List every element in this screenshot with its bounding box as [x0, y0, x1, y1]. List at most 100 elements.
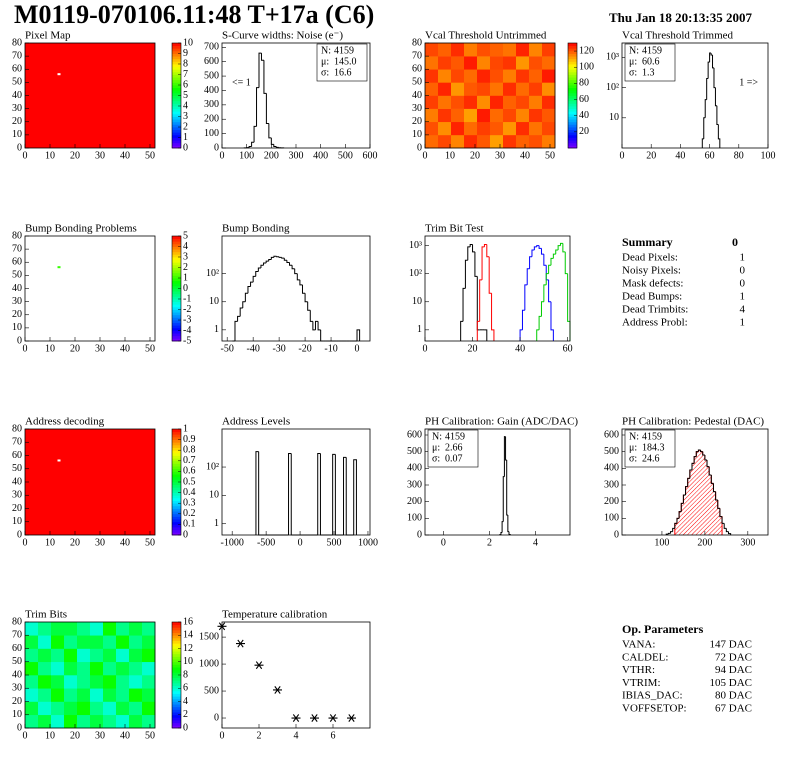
y-tick-label: 1: [214, 324, 219, 335]
hist-bin: [332, 453, 336, 535]
y-tick-label: 20: [12, 503, 22, 514]
hist-bin: [488, 256, 492, 294]
colorbar-step: [172, 503, 181, 507]
colorbar-step: [172, 672, 181, 676]
colorbar-step: [172, 106, 181, 110]
parameter-name: VANA:: [622, 639, 655, 651]
x-tick-label: 10: [445, 150, 455, 161]
colorbar-step: [568, 48, 577, 52]
y-tick-label: 300: [407, 479, 422, 490]
map-cell: [129, 714, 143, 729]
y-tick-label: 600: [604, 429, 619, 440]
y-tick-label: 50: [12, 77, 22, 88]
map-cell: [103, 714, 117, 729]
parameter-name: CALDEL:: [622, 651, 668, 663]
x-tick-label: 500: [327, 537, 342, 548]
colorbar-step: [172, 98, 181, 102]
colorbar-step: [172, 693, 181, 697]
colorbar-label: 6: [183, 79, 188, 90]
hist-bin: [268, 123, 272, 139]
colorbar-step: [172, 69, 181, 73]
colorbar-step: [172, 140, 181, 144]
y-tick-label: 200: [204, 114, 219, 125]
hist-fill: [694, 456, 697, 535]
colorbar-step: [172, 532, 181, 536]
map-cell: [142, 648, 156, 663]
hist-bin: [502, 476, 505, 522]
hist-bin: [278, 256, 282, 258]
x-tick-label: 20: [70, 537, 80, 548]
hist-fill: [715, 500, 718, 535]
map-cell: [529, 95, 543, 109]
colorbar-step: [172, 90, 181, 94]
stats-value: 60.6: [642, 56, 660, 67]
colorbar-step: [172, 304, 181, 308]
map-cell: [103, 635, 117, 649]
colorbar-step: [172, 338, 181, 342]
colorbar-step: [172, 455, 181, 459]
colorbar-step: [172, 301, 181, 305]
x-tick-label: 20: [646, 150, 656, 161]
map-cell: [477, 134, 491, 149]
hist-bin: [289, 262, 293, 266]
hist-bin: [701, 138, 704, 148]
colorbar-step: [172, 50, 181, 54]
y-tick-label: 400: [604, 463, 619, 474]
colorbar-step: [172, 270, 181, 274]
colorbar-step: [172, 278, 181, 282]
colorbar-step: [172, 45, 181, 49]
colorbar-step: [172, 327, 181, 331]
colorbar-step: [172, 474, 181, 478]
stats-label: μ:: [432, 442, 440, 453]
colorbar-label: -4: [183, 325, 191, 336]
summary-label: Dead Bumps:: [622, 291, 682, 303]
colorbar-step: [568, 137, 577, 141]
colorbar-step: [172, 500, 181, 504]
colorbar-step: [172, 497, 181, 501]
hist-fill: [713, 491, 716, 535]
parameter-value: 94 DAC: [715, 664, 752, 676]
y-tick-label: 60: [12, 64, 22, 75]
map-cell: [477, 121, 491, 136]
map-cell: [529, 108, 543, 123]
hist-bin: [252, 275, 256, 283]
map-cell: [116, 661, 130, 676]
x-tick-label: 40: [120, 343, 130, 354]
colorbar-step: [172, 335, 181, 339]
colorbar-step: [172, 87, 181, 91]
colorbar-step: [172, 251, 181, 255]
colorbar-step: [172, 698, 181, 702]
x-tick-label: 50: [145, 730, 155, 741]
map-cell: [64, 701, 78, 716]
hist-bin: [725, 528, 729, 533]
map-cell: [425, 121, 439, 136]
map-cell: [25, 688, 39, 702]
colorbar-step: [568, 43, 577, 47]
summary-total: 0: [732, 235, 738, 249]
colorbar-step: [172, 624, 181, 628]
panel-title: Address Levels: [222, 416, 290, 428]
map-cell: [451, 121, 465, 136]
map-cell: [438, 134, 452, 149]
map-cell: [464, 121, 478, 136]
hist-bin: [491, 293, 495, 341]
y-tick-label: 10³: [606, 52, 619, 63]
colorbar-step: [172, 249, 181, 253]
summary-value: 1: [740, 317, 746, 329]
x-tick-label: 0: [220, 150, 225, 161]
x-tick-label: 40: [520, 150, 530, 161]
map-cell: [529, 134, 543, 149]
y-tick-label: 0: [417, 529, 422, 540]
stats-value: 4159: [642, 431, 662, 442]
map-cell: [542, 56, 556, 70]
map-cell: [64, 648, 78, 663]
colorbar-step: [172, 622, 181, 626]
y-tick-label: 0: [17, 529, 22, 540]
map-cell: [77, 661, 91, 676]
colorbar-step: [568, 100, 577, 104]
colorbar-step: [172, 272, 181, 276]
colorbar-step: [172, 479, 181, 483]
hist-bin: [294, 268, 298, 275]
colorbar-step: [172, 113, 181, 117]
hist-bin: [244, 292, 248, 302]
